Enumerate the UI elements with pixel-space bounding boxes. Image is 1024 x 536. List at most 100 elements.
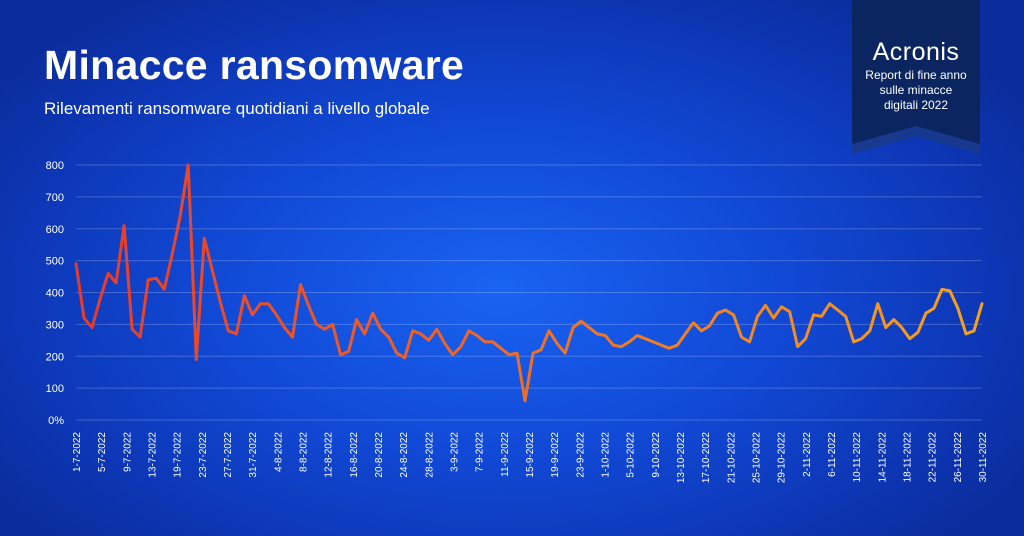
x-tick-label: 28-8-2022 [424,432,435,478]
y-tick-label: 300 [46,319,64,331]
data-point [837,309,839,311]
report-caption: Report di fine anno sulle minacce digita… [852,68,980,113]
x-tick-label: 10-11-2022 [852,432,863,483]
series-line [74,163,984,403]
data-point [644,338,646,340]
x-tick-label: 18-11-2022 [903,432,914,483]
data-point [612,344,614,346]
data-point [91,326,93,328]
x-tick-label: 20-8-2022 [374,432,385,478]
data-point [909,338,911,340]
data-point [163,288,165,290]
x-tick-label: 1-10-2022 [601,432,612,478]
x-tick-label: 21-10-2022 [726,432,737,484]
data-point [444,342,446,344]
data-point [460,346,462,348]
data-point [532,352,534,354]
data-point [259,303,261,305]
x-tick-label: 4-8-2022 [273,432,284,472]
data-point [748,341,750,343]
x-tick-label: 19-9-2022 [550,432,561,478]
x-tick-label: 2-11-2022 [802,432,813,477]
data-point [235,333,237,335]
data-point [933,307,935,309]
data-point [372,312,374,314]
data-point [283,326,285,328]
data-point [636,334,638,336]
data-point [347,350,349,352]
data-point [820,315,822,317]
data-point [885,326,887,328]
data-point [540,349,542,351]
data-point [556,342,558,344]
data-point [756,315,758,317]
data-point [620,346,622,348]
y-tick-label: 700 [46,192,64,204]
data-point [724,309,726,311]
data-point [139,336,141,338]
x-tick-label: 15-9-2022 [525,432,536,478]
y-tick-label: 0% [48,415,64,427]
data-point [652,341,654,343]
data-point [740,336,742,338]
data-point [572,326,574,328]
grid-lines [76,164,982,421]
data-point [796,346,798,348]
x-tick-label: 13-7-2022 [148,432,159,478]
data-point [660,344,662,346]
data-point [780,306,782,308]
x-tick-label: 27-7-2022 [223,432,234,478]
data-point [548,330,550,332]
x-tick-label: 9-10-2022 [651,432,662,478]
data-point [869,330,871,332]
data-point [243,295,245,297]
data-point [380,328,382,330]
data-point [668,347,670,349]
data-point [147,279,149,281]
x-tick-label: 26-11-2022 [953,432,964,483]
x-tick-label: 29-10-2022 [777,432,788,484]
data-point [580,320,582,322]
x-tick-label: 25-10-2022 [752,432,763,484]
x-tick-label: 5-7-2022 [97,432,108,472]
data-point [492,341,494,343]
data-point [588,326,590,328]
data-point [941,288,943,290]
data-point [179,215,181,217]
y-tick-label: 400 [46,288,64,300]
x-tick-label: 23-7-2022 [198,432,209,478]
x-tick-label: 7-9-2022 [475,432,486,472]
data-point [299,283,301,285]
series-points [75,164,983,402]
x-tick-label: 23-9-2022 [575,432,586,478]
data-point [203,237,205,239]
x-tick-label: 16-8-2022 [349,432,360,478]
data-point [107,272,109,274]
data-point [676,344,678,346]
data-point [604,334,606,336]
data-point [981,303,983,305]
data-point [412,330,414,332]
data-point [700,330,702,332]
data-point [251,314,253,316]
data-point [692,322,694,324]
data-point [355,318,357,320]
x-tick-label: 3-9-2022 [450,432,461,472]
data-point [949,290,951,292]
data-point [315,323,317,325]
data-point [99,298,101,300]
x-tick-label: 12-8-2022 [324,432,335,478]
data-point [861,338,863,340]
data-point [684,333,686,335]
page-title: Minacce ransomware [44,42,465,88]
data-point [893,318,895,320]
data-point [452,354,454,356]
data-point [476,334,478,336]
x-tick-label: 30-11-2022 [978,432,989,483]
data-point [115,282,117,284]
data-point [829,303,831,305]
x-tick-label: 6-11-2022 [827,432,838,477]
data-point [331,323,333,325]
x-axis: 1-7-2022 5-7-2022 9-7-2022 13-7-2022 19-7-20… [72,432,989,484]
